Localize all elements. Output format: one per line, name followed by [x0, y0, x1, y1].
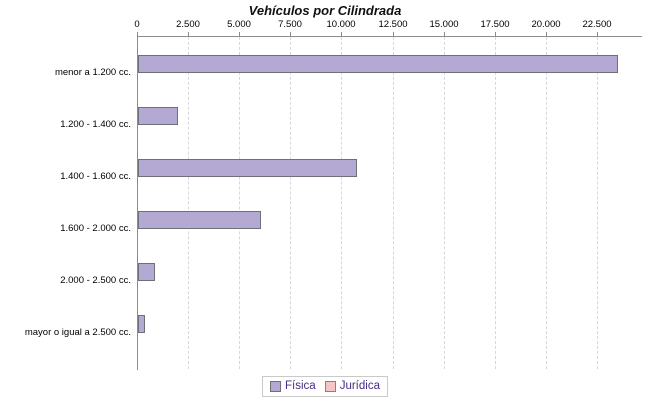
y-axis-line [137, 36, 138, 370]
legend-item-juridica: Jurídica [324, 380, 380, 393]
x-tick-mark [239, 32, 240, 36]
x-tick-mark [341, 32, 342, 36]
bar-fisica [138, 211, 261, 229]
x-tick-label: 7.500 [278, 19, 302, 30]
category-label: mayor o igual a 2.500 cc. [24, 327, 131, 338]
category-label: 1.400 - 1.600 cc. [60, 171, 131, 182]
x-tick-mark [290, 32, 291, 36]
legend-swatch-icon [324, 381, 336, 392]
x-tick-label: 0 [134, 19, 140, 30]
x-tick-label: 2.500 [176, 19, 200, 30]
x-tick-label: 15.000 [429, 19, 459, 30]
legend-item-fisica: Física [270, 380, 316, 393]
x-tick-label: 17.500 [480, 19, 510, 30]
x-tick-mark [546, 32, 547, 36]
bar-fisica [138, 159, 357, 177]
x-gridline [546, 37, 547, 369]
x-tick-label: 10.000 [326, 19, 356, 30]
bar-fisica [138, 55, 618, 73]
x-gridline [597, 37, 598, 369]
x-gridline [393, 37, 394, 369]
x-tick-mark [188, 32, 189, 36]
legend-label: Física [285, 380, 316, 392]
x-gridline [495, 37, 496, 369]
x-gridline [341, 37, 342, 369]
bar-fisica [138, 315, 145, 333]
legend: Física Jurídica [262, 376, 388, 397]
x-gridline [290, 37, 291, 369]
category-label: 1.200 - 1.400 cc. [60, 119, 131, 130]
x-tick-mark [393, 32, 394, 36]
legend-swatch-icon [270, 381, 282, 392]
bar-fisica [138, 263, 155, 281]
x-gridline [239, 37, 240, 369]
x-tick-label: 22.500 [582, 19, 612, 30]
x-tick-mark [444, 32, 445, 36]
x-gridline [444, 37, 445, 369]
category-label: 1.600 - 2.000 cc. [60, 223, 131, 234]
x-gridline [188, 37, 189, 369]
chart-title: Vehículos por Cilindrada [248, 3, 402, 18]
x-tick-label: 5.000 [227, 19, 251, 30]
bar-fisica [138, 107, 178, 125]
x-tick-label: 12.500 [378, 19, 408, 30]
x-tick-mark [495, 32, 496, 36]
category-label: menor a 1.200 cc. [54, 67, 131, 78]
x-tick-label: 20.000 [531, 19, 561, 30]
legend-label: Jurídica [339, 380, 380, 392]
x-tick-mark [137, 32, 138, 36]
category-label: 2.000 - 2.500 cc. [60, 275, 131, 286]
x-axis-line [137, 36, 642, 37]
x-tick-mark [597, 32, 598, 36]
